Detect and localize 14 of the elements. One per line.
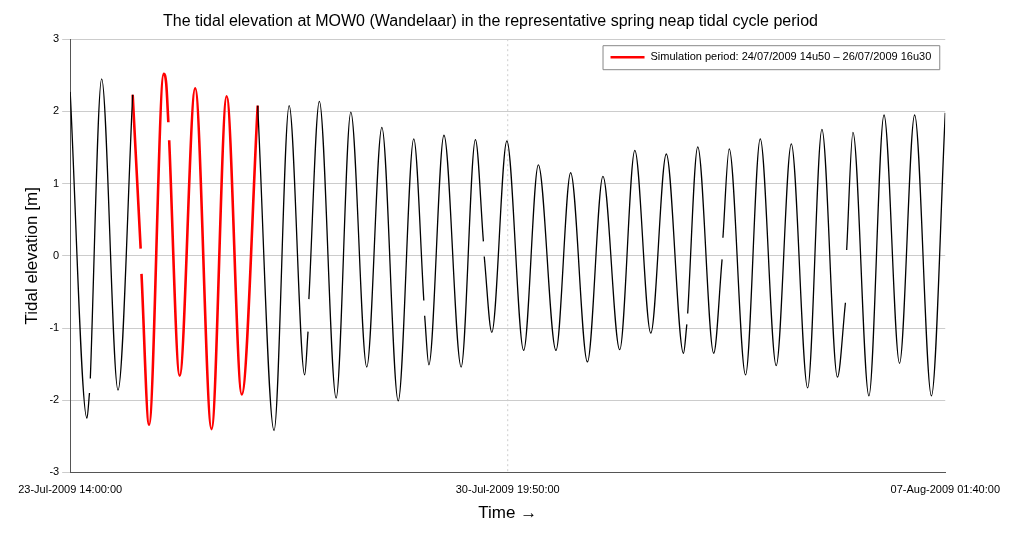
y-tick-label: 2 bbox=[53, 104, 60, 117]
y-tick-label: 0 bbox=[53, 248, 60, 261]
y-tick-label: 3 bbox=[53, 32, 60, 45]
x-tick-label: 23-Jul-2009 14:00:00 bbox=[18, 483, 123, 496]
legend-label: Simulation period: 24/07/2009 14u50 – 26/07/2009 16u30 bbox=[650, 50, 932, 63]
x-tick-label: 07-Aug-2009 01:40:00 bbox=[890, 483, 1000, 496]
x-axis-title: Time → bbox=[478, 503, 538, 523]
y-axis-title: Tidal elevation [m] bbox=[21, 187, 41, 325]
y-tick-label: -2 bbox=[49, 393, 60, 406]
y-tick-label: 1 bbox=[53, 176, 60, 189]
y-tick-label: -3 bbox=[49, 465, 60, 478]
x-tick-label: 30-Jul-2009 19:50:00 bbox=[455, 483, 560, 496]
y-tick-label: -1 bbox=[49, 321, 60, 334]
chart-title: The tidal elevation at MOW0 (Wandelaar) in the representative spring neap tidal cycle period bbox=[163, 12, 818, 30]
